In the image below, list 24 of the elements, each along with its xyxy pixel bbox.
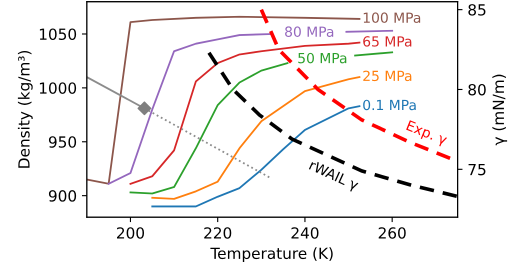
line-series	[151, 105, 360, 208]
line-series	[151, 76, 360, 200]
y-tick-label: 1000	[40, 82, 76, 94]
series-label: 25 MPa	[363, 70, 412, 82]
series-label: 80 MPa	[285, 26, 334, 37]
y2-tick-label: 80	[468, 84, 486, 96]
series-label: 65 MPa	[363, 36, 412, 47]
series-label: 100 MPa	[364, 12, 420, 23]
y2-tick-label: 75	[468, 164, 486, 176]
y-axis-title: Density (kg/m³)	[18, 50, 33, 168]
y2-tick-label: 85	[468, 4, 486, 16]
text: Exp. γ	[405, 120, 448, 148]
series-label: 0.1 MPa	[363, 100, 416, 110]
x-tick-label: 260	[378, 227, 406, 239]
y-tick-label: 950	[48, 136, 76, 148]
x-axis-title: Temperature (K)	[210, 247, 333, 262]
y-tick-label: 1050	[40, 28, 76, 40]
x-tick-label: 240	[291, 227, 318, 239]
text: rWAIL γ	[308, 160, 360, 193]
y2-axis-title: γ (mN/m)	[492, 74, 508, 146]
series-label: 50 MPa	[298, 52, 346, 64]
x-tick-label: 200	[117, 227, 144, 239]
y-tick-label: 900	[48, 190, 76, 202]
x-tick-label: 220	[204, 227, 232, 239]
